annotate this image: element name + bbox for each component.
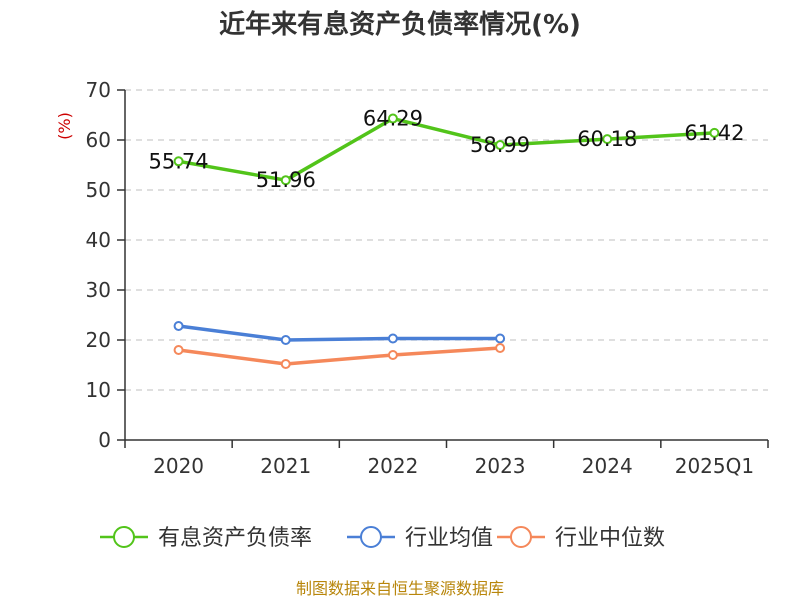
data-label: 58.99	[470, 133, 530, 157]
y-tick-label: 30	[86, 278, 111, 302]
y-tick-label: 50	[86, 178, 111, 202]
data-label: 61.42	[684, 121, 744, 145]
legend-label[interactable]: 有息资产负债率	[158, 526, 312, 551]
source-note: 制图数据来自恒生聚源数据库	[296, 579, 504, 598]
series-lines	[173, 113, 720, 369]
data-point	[280, 359, 291, 369]
data-point	[387, 333, 398, 344]
data-point	[173, 321, 184, 331]
legend-label[interactable]: 行业中位数	[555, 526, 665, 551]
legend[interactable]: 有息资产负债率 行业均值 行业中位数	[100, 526, 665, 551]
legend-label[interactable]: 行业均值	[405, 526, 493, 551]
x-tick-label: 2021	[260, 454, 311, 478]
y-tick-label: 40	[86, 228, 111, 252]
data-point	[280, 335, 291, 345]
data-point	[173, 345, 184, 355]
data-point	[387, 350, 398, 360]
axes: 0 10 20 30 40 50 60 70 2020 2021 2022 2023 2024 2025Q…	[86, 78, 769, 478]
y-axis-unit-label: (%)	[55, 112, 74, 140]
data-point	[495, 343, 506, 353]
data-labels: 55.74 51.96 64.29 58.99 60.18 61.42	[149, 107, 745, 193]
data-label: 60.18	[577, 127, 637, 151]
series-line	[176, 116, 717, 182]
data-point	[495, 140, 506, 151]
x-tick-label: 2020	[153, 454, 204, 478]
data-point	[280, 175, 291, 186]
legend-marker-icon[interactable]	[510, 526, 532, 548]
x-tick-label: 2025Q1	[675, 454, 754, 478]
y-tick-label: 20	[86, 328, 111, 352]
data-point	[602, 134, 613, 145]
data-point	[387, 113, 398, 124]
series-line	[176, 324, 502, 342]
y-tick-label: 10	[86, 378, 111, 402]
y-tick-label: 0	[98, 428, 111, 452]
data-label: 64.29	[363, 107, 423, 131]
x-tick-label: 2022	[367, 454, 418, 478]
chart-title: 近年来有息资产负债率情况(%)	[219, 9, 581, 40]
x-tick-label: 2023	[475, 454, 526, 478]
legend-marker-icon[interactable]	[360, 526, 382, 548]
series-line	[176, 346, 502, 366]
data-point	[495, 333, 506, 344]
data-point	[173, 156, 184, 167]
x-tick-label: 2024	[582, 454, 633, 478]
data-label: 51.96	[256, 168, 316, 192]
y-tick-label: 60	[86, 128, 111, 152]
legend-marker-icon[interactable]	[113, 526, 135, 548]
y-tick-label: 70	[86, 78, 111, 102]
data-label: 55.74	[149, 149, 209, 173]
data-point	[709, 127, 720, 138]
